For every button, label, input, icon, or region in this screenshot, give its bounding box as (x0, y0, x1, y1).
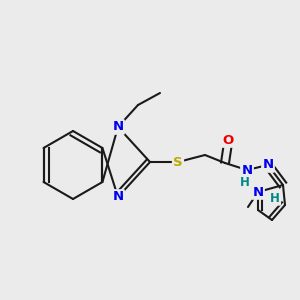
Text: N: N (112, 190, 124, 203)
Text: N: N (242, 164, 253, 176)
Text: N: N (252, 185, 264, 199)
Text: N: N (262, 158, 274, 172)
Text: N: N (112, 121, 124, 134)
Text: H: H (240, 176, 250, 190)
Text: H: H (270, 191, 280, 205)
Text: S: S (173, 155, 183, 169)
Text: O: O (222, 134, 234, 146)
